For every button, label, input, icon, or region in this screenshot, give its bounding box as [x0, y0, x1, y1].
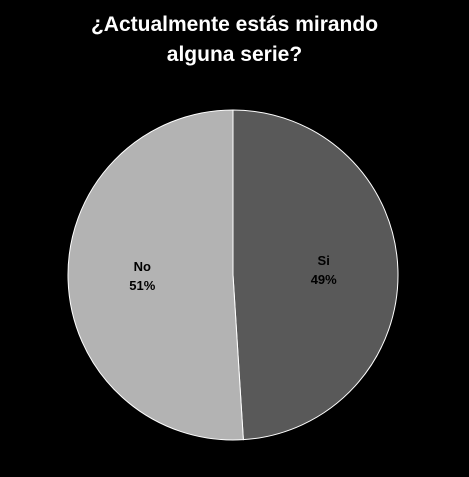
pie-slice-no	[68, 110, 243, 440]
slice-value-si: 49%	[311, 272, 337, 287]
slice-value-no: 51%	[129, 278, 155, 293]
slice-label-si: Si	[318, 253, 330, 268]
slice-label-no: No	[134, 259, 151, 274]
pie-slices	[68, 110, 398, 440]
